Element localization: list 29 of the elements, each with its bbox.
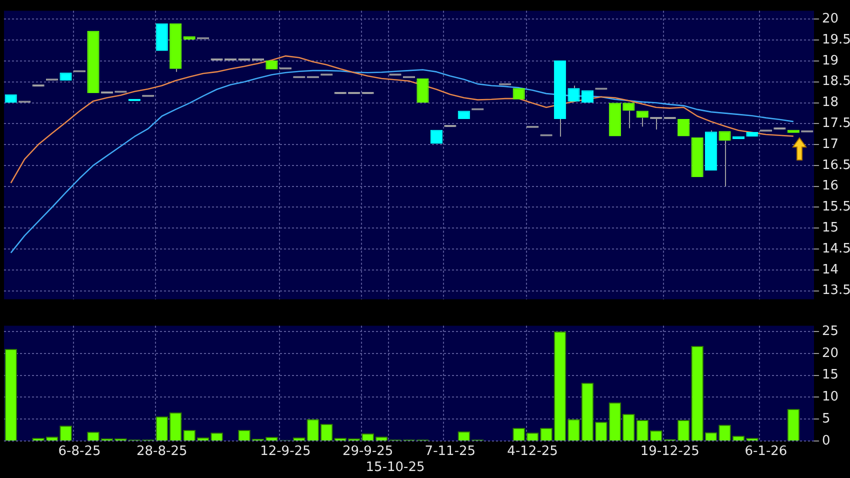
- y-tick-label: 0: [822, 433, 830, 448]
- x-tick-label: 6-1-26: [744, 444, 788, 460]
- x-tick-label: 28-8-25: [136, 444, 188, 460]
- y-tick-label: 20: [822, 12, 839, 27]
- y-tick-label: 18: [822, 95, 839, 110]
- y-tick-label: 15: [822, 368, 839, 383]
- y-tick-label: 14.5: [822, 241, 850, 256]
- x-tick-label: 6-8-25: [58, 444, 101, 460]
- x-tick-label: 7-11-25: [424, 444, 476, 460]
- y-tick-label: 19.5: [822, 32, 850, 48]
- y-tick-label: 18.5: [822, 74, 850, 90]
- x-tick-label: 19-12-25: [640, 444, 700, 460]
- y-tick-label: 10: [822, 390, 839, 405]
- y-tick-label: 17.5: [822, 116, 850, 132]
- y-tick-label: 17: [822, 136, 839, 152]
- y-tick-label: 13.5: [822, 283, 850, 298]
- y-tick-label: 20: [822, 346, 839, 361]
- y-tick-label: 14: [822, 262, 839, 278]
- y-tick-label: 16.5: [822, 158, 850, 173]
- x-tick-label: 15-10-25: [366, 460, 425, 475]
- y-tick-label: 19: [822, 53, 839, 68]
- x-tick-label: 4-12-25: [507, 444, 558, 460]
- x-tick-label: 29-9-25: [342, 444, 394, 460]
- y-tick-label: 15: [822, 220, 839, 236]
- y-tick-label: 25: [822, 324, 839, 339]
- y-tick-label: 16: [822, 178, 839, 194]
- x-tick-label: 12-9-25: [260, 444, 311, 460]
- y-tick-label: 5: [822, 411, 830, 426]
- y-tick-label: 15.5: [822, 200, 850, 215]
